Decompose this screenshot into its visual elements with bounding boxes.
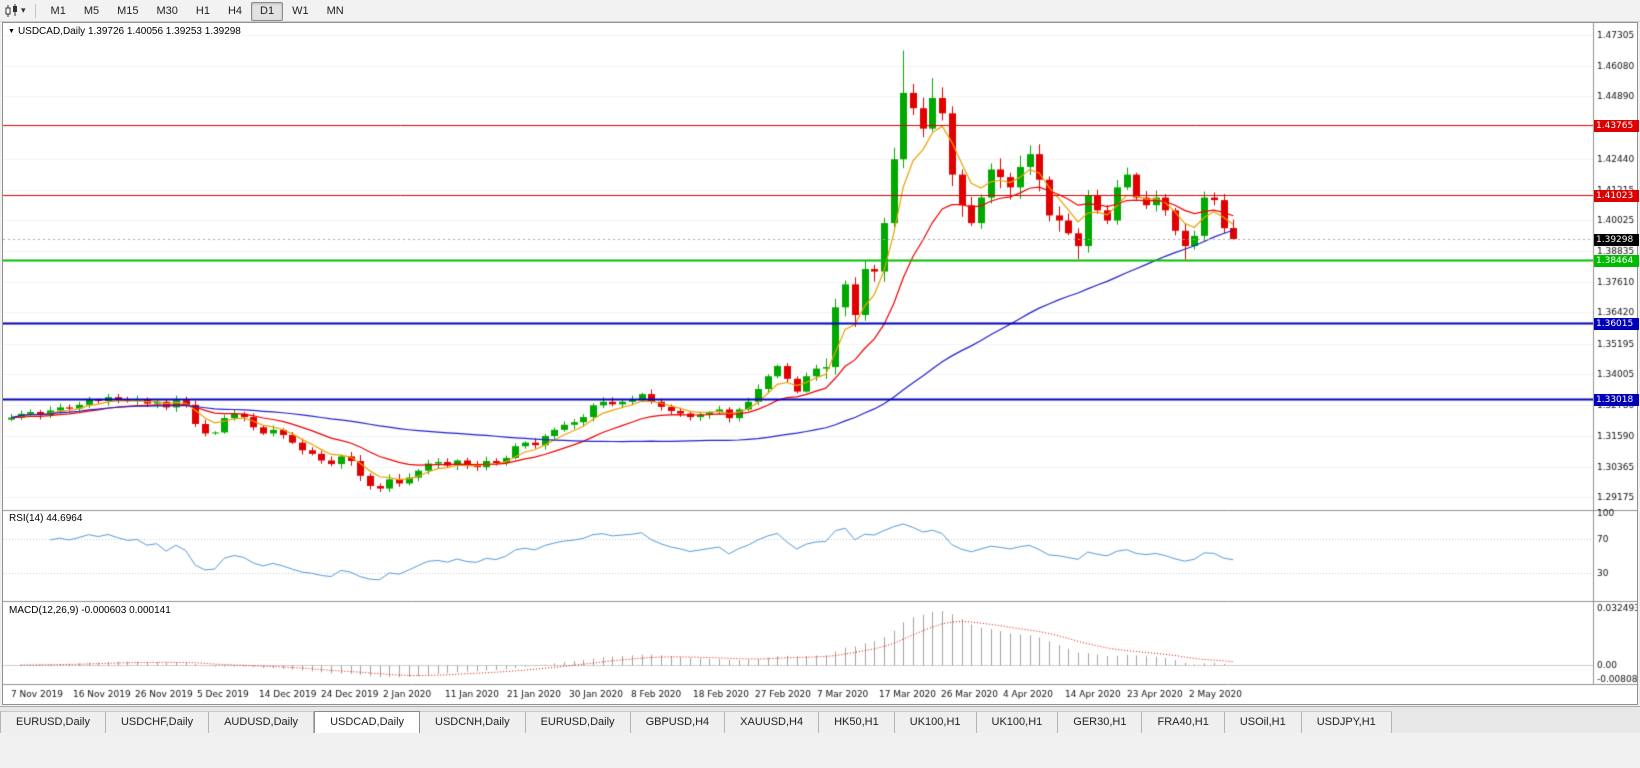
chart-title: ▼ USDCAD,Daily 1.39726 1.40056 1.39253 1.…: [8, 26, 241, 37]
status-bar: [0, 733, 1640, 768]
chart-tab[interactable]: GER30,H1: [1058, 711, 1143, 733]
chart-tab[interactable]: USDCNH,Daily: [420, 711, 526, 733]
chart-tab[interactable]: GBPUSD,H4: [630, 711, 726, 733]
timeframe-buttons-group: M1 M5 M15 M30 H1 H4 D1 W1 MN: [42, 1, 353, 21]
current-price-badge: 1.39298: [1594, 234, 1639, 246]
price-level-badge: 1.43765: [1594, 120, 1639, 132]
chart-tab[interactable]: USDJPY,H1: [1301, 711, 1392, 733]
chart-tab[interactable]: UK100,H1: [894, 711, 977, 733]
macd-indicator-label: MACD(12,26,9) -0.000603 0.000141: [9, 605, 171, 616]
timeframe-button-H1[interactable]: H1: [195, 4, 210, 17]
chart-tab[interactable]: USDCAD,Daily: [314, 711, 421, 733]
timeframe-button-M5[interactable]: M5: [83, 4, 100, 17]
chart-tab-bar: EURUSD,Daily USDCHF,Daily AUDUSD,Daily USDC…: [0, 706, 1640, 733]
price-level-badge: 1.36015: [1594, 318, 1639, 330]
timeframe-toolbar: ▾ M1 M5 M15 M30 H1 H4 D1 W1 MN: [0, 0, 1640, 22]
timeframe-button-M30[interactable]: M30: [156, 4, 178, 17]
price-level-badge: 1.33018: [1594, 394, 1639, 406]
chart-window: ▼ USDCAD,Daily 1.39726 1.40056 1.39253 1.…: [2, 22, 1639, 705]
chart-tab[interactable]: FRA40,H1: [1142, 711, 1225, 733]
timeframe-button-M1[interactable]: M1: [50, 4, 66, 17]
price-level-badge: 1.41023: [1594, 190, 1639, 202]
chart-tab[interactable]: HK50,H1: [819, 711, 895, 733]
chart-tab[interactable]: EURUSD,Daily: [0, 711, 106, 733]
timeframe-button-M15[interactable]: M15: [117, 4, 139, 17]
chart-tab[interactable]: UK100,H1: [976, 711, 1059, 733]
chart-tab[interactable]: EURUSD,Daily: [525, 711, 631, 733]
chart-tab[interactable]: AUDUSD,Daily: [209, 711, 315, 733]
timeframe-button-MN[interactable]: MN: [326, 4, 344, 17]
chart-title-text: USDCAD,Daily 1.39726 1.40056 1.39253 1.3…: [17, 26, 241, 37]
chart-tab[interactable]: XAUUSD,H4: [725, 711, 820, 733]
toolbar-separator: [34, 3, 36, 18]
chart-tab[interactable]: USOil,H1: [1224, 711, 1302, 733]
rsi-indicator-label: RSI(14) 44.6964: [9, 513, 83, 524]
timeframe-button-D1[interactable]: D1: [251, 1, 284, 21]
timeframe-button-W1[interactable]: W1: [292, 4, 309, 17]
chart-type-icon[interactable]: [4, 3, 20, 18]
timeframe-button-H4[interactable]: H4: [227, 4, 243, 17]
collapse-triangle-icon[interactable]: ▼: [8, 28, 15, 35]
chart-type-dropdown-icon[interactable]: ▾: [21, 5, 26, 15]
price-level-badge: 1.38464: [1594, 255, 1639, 267]
chart-tab[interactable]: USDCHF,Daily: [105, 711, 210, 733]
chart-canvas[interactable]: [3, 23, 1637, 704]
